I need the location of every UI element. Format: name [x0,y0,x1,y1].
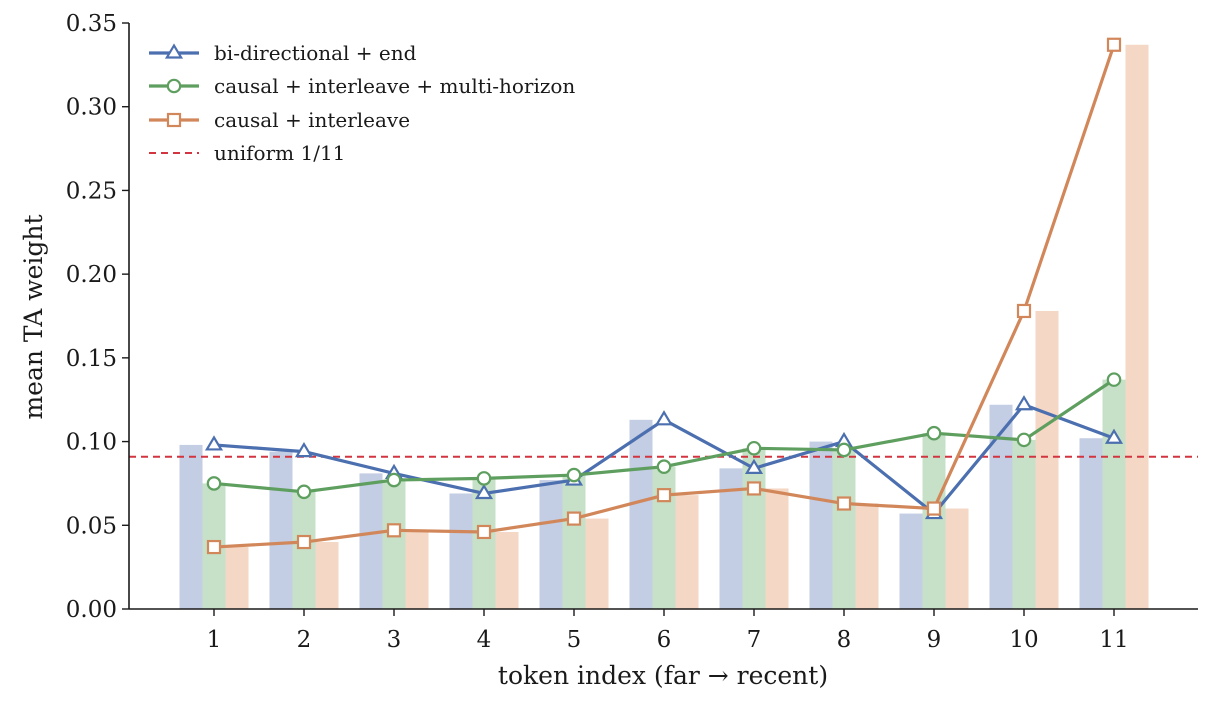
point [746,440,762,456]
x-tick-label: 11 [1099,627,1128,653]
point [926,501,942,516]
bar [675,495,699,609]
point [476,471,492,486]
point [656,488,672,503]
point [294,441,314,458]
point [474,483,494,500]
y-axis-label: mean TA weight [19,214,48,419]
x-tick-label: 5 [567,627,582,653]
bar [945,508,969,609]
x-tick-label: 8 [837,627,852,653]
y-tick-label: 0.15 [66,346,117,372]
point [1016,303,1032,319]
legend-label: uniform 1/11 [214,141,345,165]
point [296,484,312,500]
y-tick-label: 0.30 [66,95,117,121]
point [746,481,762,496]
bar [382,480,406,609]
point [166,78,182,94]
point [1106,37,1122,52]
bar [765,488,789,609]
bar [832,449,856,609]
point [1016,432,1032,448]
point [654,410,674,426]
point [566,467,582,483]
bar [1125,44,1149,610]
x-tick-label: 4 [477,627,492,653]
bar [585,518,609,609]
x-axis-label: token index (far → recent) [498,661,828,690]
bar [1079,438,1103,609]
point [204,435,224,451]
bar [179,444,203,609]
bar [719,468,743,609]
point [744,458,764,474]
point [566,511,582,526]
bar [1012,439,1036,609]
point [386,523,402,538]
point [296,534,312,550]
point [836,442,852,458]
bar [855,503,879,609]
ticks-layer: 0.00 0.05 0.10 0.15 0.20 0.25 0.30 0.35 1 2 3 4 5 6 7 8… [66,11,1129,653]
bar [1102,379,1126,609]
bar [292,491,316,609]
x-tick-label: 10 [1009,627,1038,653]
point [206,539,222,555]
point [836,496,852,511]
point [206,476,222,491]
x-tick-label: 1 [207,627,222,653]
bar [225,547,249,609]
bar [809,441,833,609]
bar [269,451,293,609]
point [926,425,942,441]
bar [495,531,519,609]
bar [405,530,429,609]
legend-label: causal + interleave [214,108,410,132]
x-tick-label: 3 [387,627,402,653]
bar [359,473,383,609]
y-tick-label: 0.00 [66,597,117,623]
point [1014,395,1034,411]
point [656,459,672,474]
point [166,112,182,128]
legend-label: bi-directional + end [214,41,417,65]
bar [562,475,586,609]
point [386,472,402,488]
point [1106,372,1122,387]
x-tick-label: 6 [657,627,672,653]
y-tick-label: 0.10 [66,430,117,456]
bars-layer [179,44,1149,610]
x-tick-label: 2 [297,627,312,653]
bar [652,466,676,609]
y-tick-label: 0.35 [66,11,117,37]
point [476,524,492,540]
point [1104,428,1124,444]
y-tick-label: 0.20 [66,262,117,288]
x-tick-label: 7 [747,627,762,653]
bar [989,404,1013,609]
legend-label: causal + interleave + multi-horizon [214,74,575,98]
bar [315,542,339,609]
bar [539,480,563,609]
bar [1035,310,1059,609]
bar [472,478,496,609]
bar [899,513,923,609]
bar [449,493,473,609]
bar [629,419,653,609]
lines-layer [204,37,1124,555]
point [164,43,184,59]
y-tick-label: 0.25 [66,178,117,204]
y-tick-label: 0.05 [66,513,117,539]
x-tick-label: 9 [927,627,942,653]
legend: bi-directional + end causal + interleave … [149,41,575,165]
bar [922,433,946,609]
